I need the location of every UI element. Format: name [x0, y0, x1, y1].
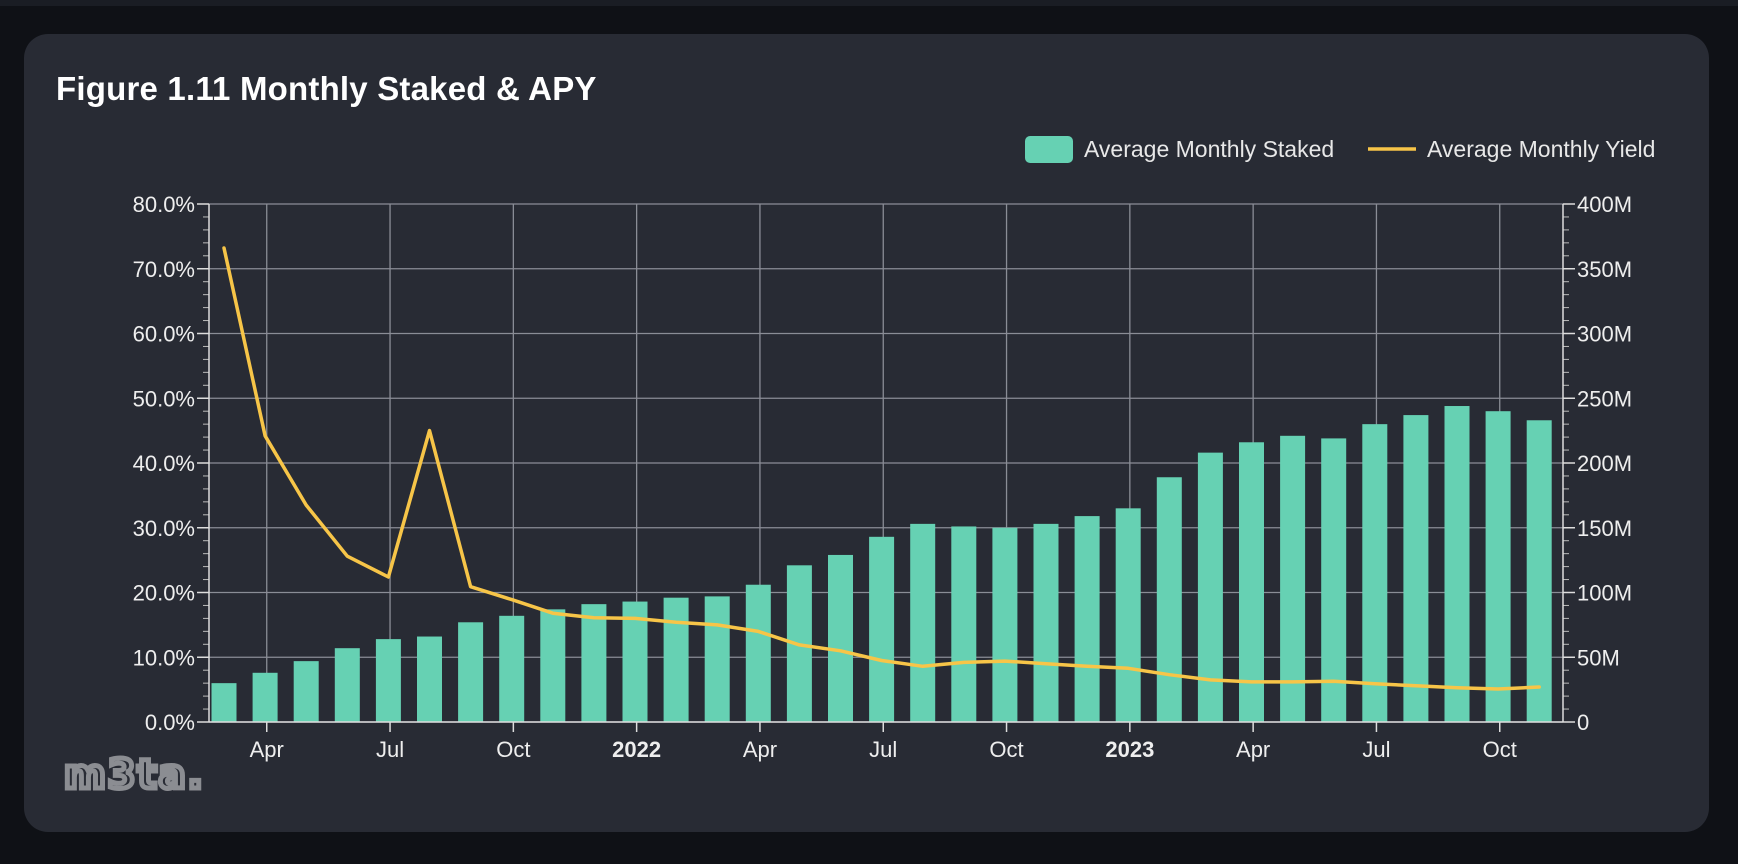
bar-series-staked	[211, 406, 1552, 722]
bar	[1485, 411, 1511, 722]
y-left-tick-label: 60.0%	[133, 322, 195, 347]
bar	[745, 584, 771, 722]
legend-swatch-staked	[1025, 136, 1073, 163]
bar	[375, 639, 401, 722]
bar	[951, 526, 977, 722]
y-right-tick-label: 100M	[1577, 581, 1632, 606]
bar	[1033, 523, 1059, 722]
x-tick-label: Oct	[496, 737, 530, 762]
y-right-tick-label: 50M	[1577, 645, 1620, 670]
y-left-tick-label: 30.0%	[133, 516, 195, 541]
top-strip	[0, 0, 1738, 6]
bar	[540, 609, 566, 722]
x-tick-label: Oct	[989, 737, 1023, 762]
x-tick-label: Jul	[376, 737, 404, 762]
y-right-tick-label: 150M	[1577, 516, 1632, 541]
legend: Average Monthly Staked Average Monthly Y…	[1025, 136, 1655, 163]
y-left-tick-label: 0.0%	[145, 710, 195, 735]
axes: 0.0% 0 10.0% 50M 20.0% 100M 30.0% 150M 40.0% 200M…	[133, 192, 1632, 762]
bar	[1156, 477, 1182, 722]
y-left-tick-label: 20.0%	[133, 581, 195, 606]
bar	[293, 661, 319, 722]
bar	[1526, 420, 1552, 722]
bar	[458, 622, 484, 722]
x-tick-label: Oct	[1483, 737, 1517, 762]
y-left-tick-label: 70.0%	[133, 257, 195, 282]
bar	[992, 527, 1018, 722]
y-left-tick-label: 10.0%	[133, 645, 195, 670]
bar	[211, 683, 237, 722]
bar	[1362, 424, 1388, 722]
bar	[1403, 415, 1429, 722]
bar	[581, 604, 607, 722]
bar	[622, 601, 648, 722]
chart-title: Figure 1.11 Monthly Staked & APY	[56, 70, 597, 107]
y-right-tick-label: 200M	[1577, 451, 1632, 476]
bar	[1239, 442, 1264, 722]
bar	[1115, 508, 1141, 722]
y-left-tick-label: 80.0%	[133, 192, 195, 217]
bar	[334, 648, 360, 722]
bar	[1444, 406, 1470, 722]
x-tick-label: Apr	[1236, 737, 1270, 762]
x-tick-label: Apr	[743, 737, 777, 762]
x-tick-label: 2022	[612, 737, 661, 762]
yield-line	[222, 246, 1541, 691]
bar	[704, 596, 730, 722]
legend-label-staked: Average Monthly Staked	[1084, 136, 1334, 162]
y-right-tick-label: 300M	[1577, 322, 1632, 347]
legend-label-yield: Average Monthly Yield	[1427, 136, 1655, 162]
bar	[252, 672, 278, 722]
legend-item-staked[interactable]: Average Monthly Staked	[1025, 136, 1334, 163]
y-right-tick-label: 400M	[1577, 192, 1632, 217]
y-right-tick-label: 250M	[1577, 386, 1632, 411]
line-series-yield	[222, 246, 1541, 691]
bar	[910, 523, 936, 722]
legend-item-yield[interactable]: Average Monthly Yield	[1368, 136, 1655, 162]
x-tick-label: Jul	[869, 737, 897, 762]
y-right-tick-label: 0	[1577, 710, 1589, 735]
bar	[499, 615, 525, 722]
bar	[1074, 516, 1100, 722]
m3ta-logo: m3ta.	[62, 750, 206, 801]
x-tick-label: Apr	[250, 737, 284, 762]
bar	[663, 597, 689, 722]
logo-text: m3ta.	[64, 752, 205, 798]
x-tick-label: Jul	[1362, 737, 1390, 762]
bar	[1321, 438, 1347, 722]
y-left-tick-label: 40.0%	[133, 451, 195, 476]
y-right-tick-label: 350M	[1577, 257, 1632, 282]
x-tick-label: 2023	[1105, 737, 1154, 762]
y-left-tick-label: 50.0%	[133, 386, 195, 411]
bar	[828, 554, 853, 722]
bar	[417, 636, 442, 722]
bar	[1280, 435, 1306, 722]
bar	[869, 536, 895, 722]
